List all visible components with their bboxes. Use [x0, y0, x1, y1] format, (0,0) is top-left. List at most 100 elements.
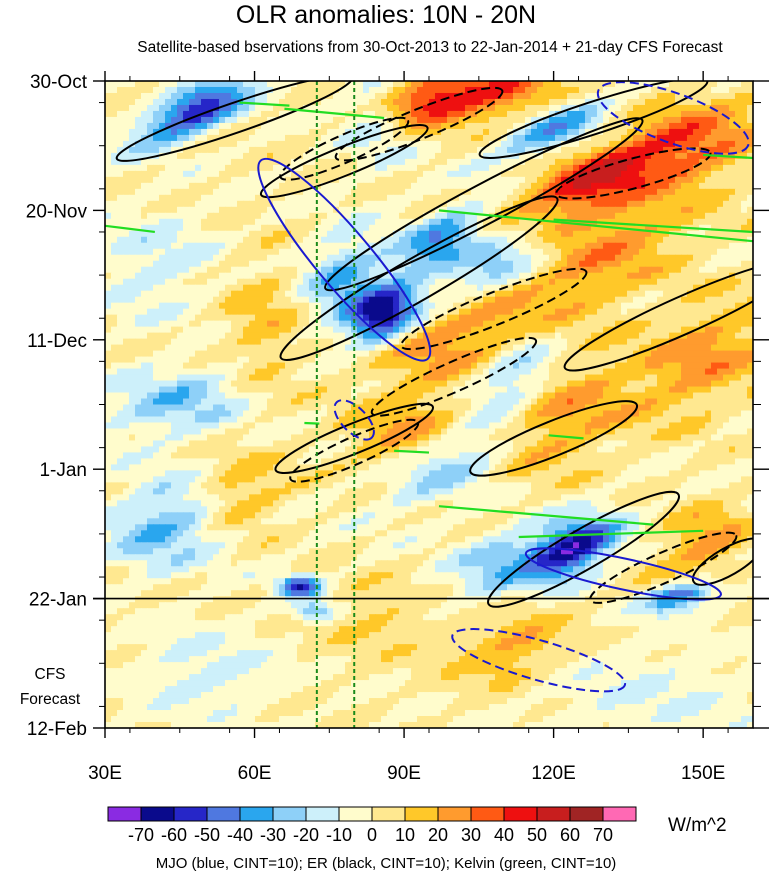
- heatmap-cell: [291, 308, 298, 316]
- heatmap-cell: [531, 248, 538, 256]
- heatmap-cell: [651, 110, 658, 118]
- heatmap-cell: [321, 260, 328, 268]
- heatmap-cell: [573, 152, 580, 160]
- heatmap-cell: [183, 242, 190, 250]
- heatmap-cell: [303, 200, 310, 208]
- heatmap-cell: [279, 314, 286, 322]
- heatmap-cell: [579, 296, 586, 304]
- heatmap-cell: [219, 170, 226, 178]
- heatmap-cell: [393, 134, 400, 142]
- heatmap-cell: [549, 194, 556, 202]
- heatmap-cell: [603, 152, 610, 160]
- heatmap-cell: [447, 272, 454, 280]
- heatmap-cell: [231, 236, 238, 244]
- heatmap-cell: [345, 206, 352, 214]
- heatmap-cell: [315, 326, 322, 334]
- heatmap-cell: [369, 182, 376, 190]
- heatmap-cell: [561, 296, 568, 304]
- heatmap-cell: [447, 128, 454, 136]
- heatmap-cell: [495, 296, 502, 304]
- heatmap-cell: [495, 266, 502, 274]
- heatmap-cell: [687, 182, 694, 190]
- heatmap-cell: [207, 158, 214, 166]
- heatmap-cell: [669, 104, 676, 112]
- heatmap-cell: [189, 194, 196, 202]
- heatmap-cell: [423, 140, 430, 148]
- heatmap-cell: [201, 206, 208, 214]
- heatmap-cell: [741, 308, 748, 316]
- heatmap-cell: [573, 320, 580, 328]
- heatmap-cell: [525, 266, 532, 274]
- heatmap-cell: [207, 194, 214, 202]
- heatmap-cell: [123, 302, 130, 310]
- heatmap-cell: [423, 182, 430, 190]
- heatmap-cell: [435, 218, 442, 226]
- heatmap-cell: [369, 212, 376, 220]
- heatmap-cell: [105, 152, 112, 160]
- heatmap-cell: [375, 242, 382, 250]
- heatmap-cell: [531, 128, 538, 136]
- heatmap-cell: [135, 170, 142, 178]
- heatmap-cell: [705, 218, 712, 226]
- heatmap-cell: [327, 338, 334, 346]
- heatmap-cell: [435, 308, 442, 316]
- heatmap-cell: [291, 158, 298, 166]
- heatmap-cell: [681, 254, 688, 262]
- heatmap-cell: [327, 326, 334, 334]
- heatmap-cell: [447, 200, 454, 208]
- heatmap-cell: [375, 92, 382, 100]
- heatmap-cell: [129, 188, 136, 196]
- heatmap-cell: [399, 182, 406, 190]
- heatmap-cell: [699, 110, 706, 118]
- heatmap-cell: [513, 146, 520, 154]
- heatmap-cell: [639, 146, 646, 154]
- heatmap-cell: [141, 92, 148, 100]
- heatmap-cell: [267, 128, 274, 136]
- heatmap-cell: [423, 92, 430, 100]
- heatmap-cell: [159, 332, 166, 340]
- heatmap-cell: [453, 308, 460, 316]
- heatmap-cell: [339, 266, 346, 274]
- heatmap-cell: [699, 81, 706, 88]
- heatmap-cell: [177, 272, 184, 280]
- heatmap-cell: [513, 134, 520, 142]
- heatmap-cell: [711, 134, 718, 142]
- heatmap-cell: [693, 350, 700, 358]
- heatmap-cell: [237, 200, 244, 208]
- heatmap-cell: [207, 81, 214, 88]
- heatmap-cell: [237, 158, 244, 166]
- heatmap-cell: [207, 224, 214, 232]
- heatmap-cell: [399, 128, 406, 136]
- heatmap-cell: [147, 254, 154, 262]
- heatmap-cell: [153, 158, 160, 166]
- heatmap-cell: [519, 332, 526, 340]
- heatmap-cell: [717, 248, 724, 256]
- heatmap-cell: [411, 110, 418, 118]
- heatmap-cell: [381, 266, 388, 274]
- heatmap-cell: [285, 122, 292, 130]
- heatmap-cell: [345, 134, 352, 142]
- heatmap-cell: [183, 260, 190, 268]
- heatmap-cell: [333, 188, 340, 196]
- heatmap-cell: [105, 176, 112, 184]
- heatmap-cell: [543, 302, 550, 310]
- heatmap-cell: [357, 326, 364, 334]
- heatmap-cell: [405, 320, 412, 328]
- heatmap-cell: [651, 182, 658, 190]
- heatmap-cell: [381, 296, 388, 304]
- heatmap-cell: [393, 104, 400, 112]
- heatmap-cell: [615, 320, 622, 328]
- heatmap-cell: [363, 296, 370, 304]
- heatmap-cell: [633, 134, 640, 142]
- heatmap-cell: [513, 254, 520, 262]
- heatmap-cell: [681, 326, 688, 334]
- heatmap-cell: [723, 122, 730, 130]
- heatmap-cell: [663, 110, 670, 118]
- heatmap-cell: [705, 236, 712, 244]
- heatmap-cell: [285, 158, 292, 166]
- heatmap-cell: [639, 92, 646, 100]
- heatmap-cell: [351, 200, 358, 208]
- heatmap-cell: [111, 176, 118, 184]
- heatmap-cell: [249, 332, 256, 340]
- heatmap-cell: [387, 86, 394, 94]
